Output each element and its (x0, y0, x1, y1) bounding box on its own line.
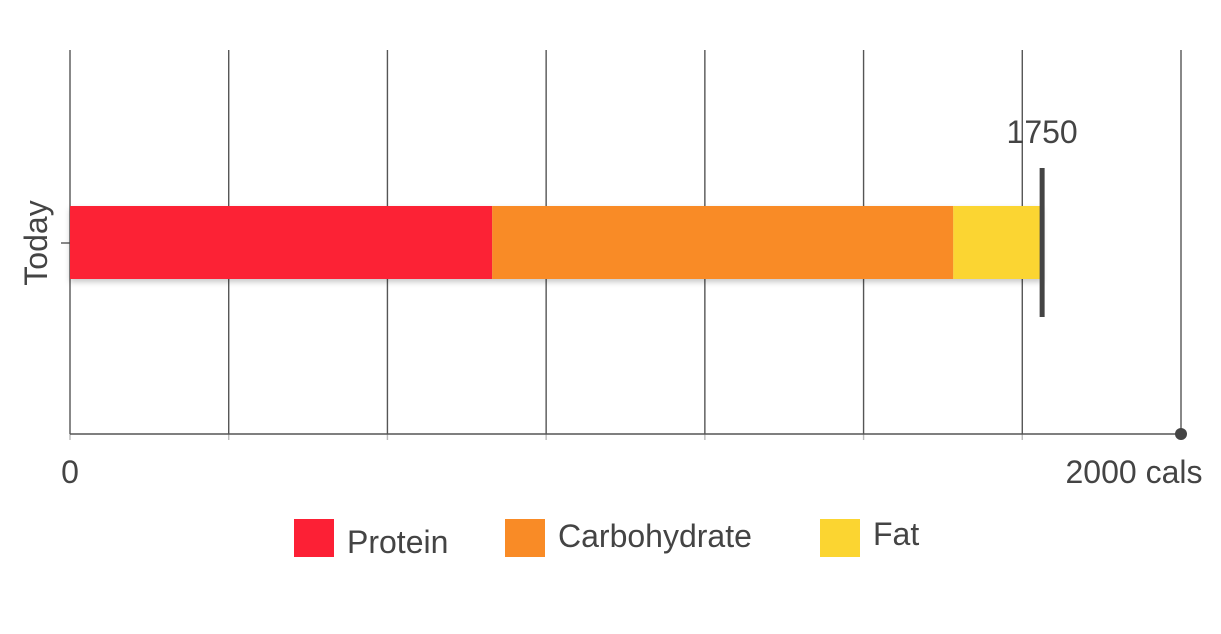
bar-carbohydrate (492, 206, 954, 279)
legend-label-carbohydrate: Carbohydrate (558, 518, 752, 554)
category-label: Today (18, 200, 54, 285)
bar-group (70, 206, 1043, 279)
legend: Protein Carbohydrate Fat (294, 516, 919, 560)
x-tick-label-start: 0 (61, 454, 79, 490)
bar-protein (70, 206, 493, 279)
legend-label-protein: Protein (347, 524, 448, 560)
legend-swatch-carbohydrate (505, 519, 545, 557)
x-axis-end-dot (1175, 428, 1187, 440)
bar-fat (953, 206, 1043, 279)
legend-swatch-protein (294, 519, 334, 557)
legend-label-fat: Fat (873, 516, 919, 552)
legend-swatch-fat (820, 519, 860, 557)
axes (61, 242, 1187, 440)
x-tick-label-end: 2000 cals (1066, 454, 1203, 490)
total-marker-label: 1750 (1007, 114, 1078, 150)
axis-labels: 0 2000 cals Today 1750 (18, 114, 1202, 490)
